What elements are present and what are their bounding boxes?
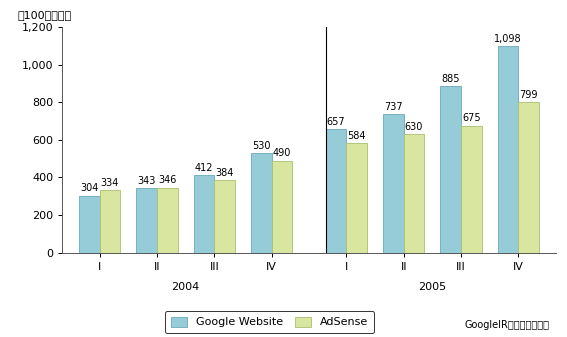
Text: 630: 630 (405, 122, 423, 132)
Bar (325, 129, 346, 253)
Text: 334: 334 (101, 178, 119, 188)
Bar (461, 126, 481, 253)
Text: 737: 737 (384, 102, 403, 112)
Bar (157, 188, 177, 253)
Text: 384: 384 (215, 168, 234, 178)
Text: 2005: 2005 (418, 282, 446, 292)
Bar (272, 160, 293, 253)
Bar (518, 102, 539, 253)
Text: 343: 343 (138, 176, 156, 186)
Bar (498, 46, 518, 253)
Text: 412: 412 (195, 163, 213, 173)
Bar (383, 114, 404, 253)
Text: 490: 490 (273, 148, 291, 158)
Bar (136, 188, 157, 253)
Bar (346, 143, 367, 253)
Text: 530: 530 (252, 141, 270, 151)
Bar (214, 181, 235, 253)
Text: 2004: 2004 (172, 282, 200, 292)
Text: 584: 584 (348, 131, 366, 141)
Text: 657: 657 (327, 117, 345, 127)
Text: GoogleIR資料により作成: GoogleIR資料により作成 (465, 320, 550, 330)
Bar (251, 153, 272, 253)
Text: （100万ドル）: （100万ドル） (18, 10, 72, 20)
Legend: Google Website, AdSense: Google Website, AdSense (165, 311, 374, 333)
Text: 346: 346 (158, 175, 176, 185)
Bar (441, 86, 461, 253)
Bar (100, 190, 120, 253)
Text: 304: 304 (80, 183, 99, 193)
Bar (79, 195, 100, 253)
Text: 1,098: 1,098 (494, 34, 522, 44)
Text: 799: 799 (519, 90, 538, 100)
Bar (194, 175, 214, 253)
Text: 675: 675 (462, 114, 481, 123)
Bar (404, 134, 424, 253)
Text: 885: 885 (442, 74, 460, 84)
